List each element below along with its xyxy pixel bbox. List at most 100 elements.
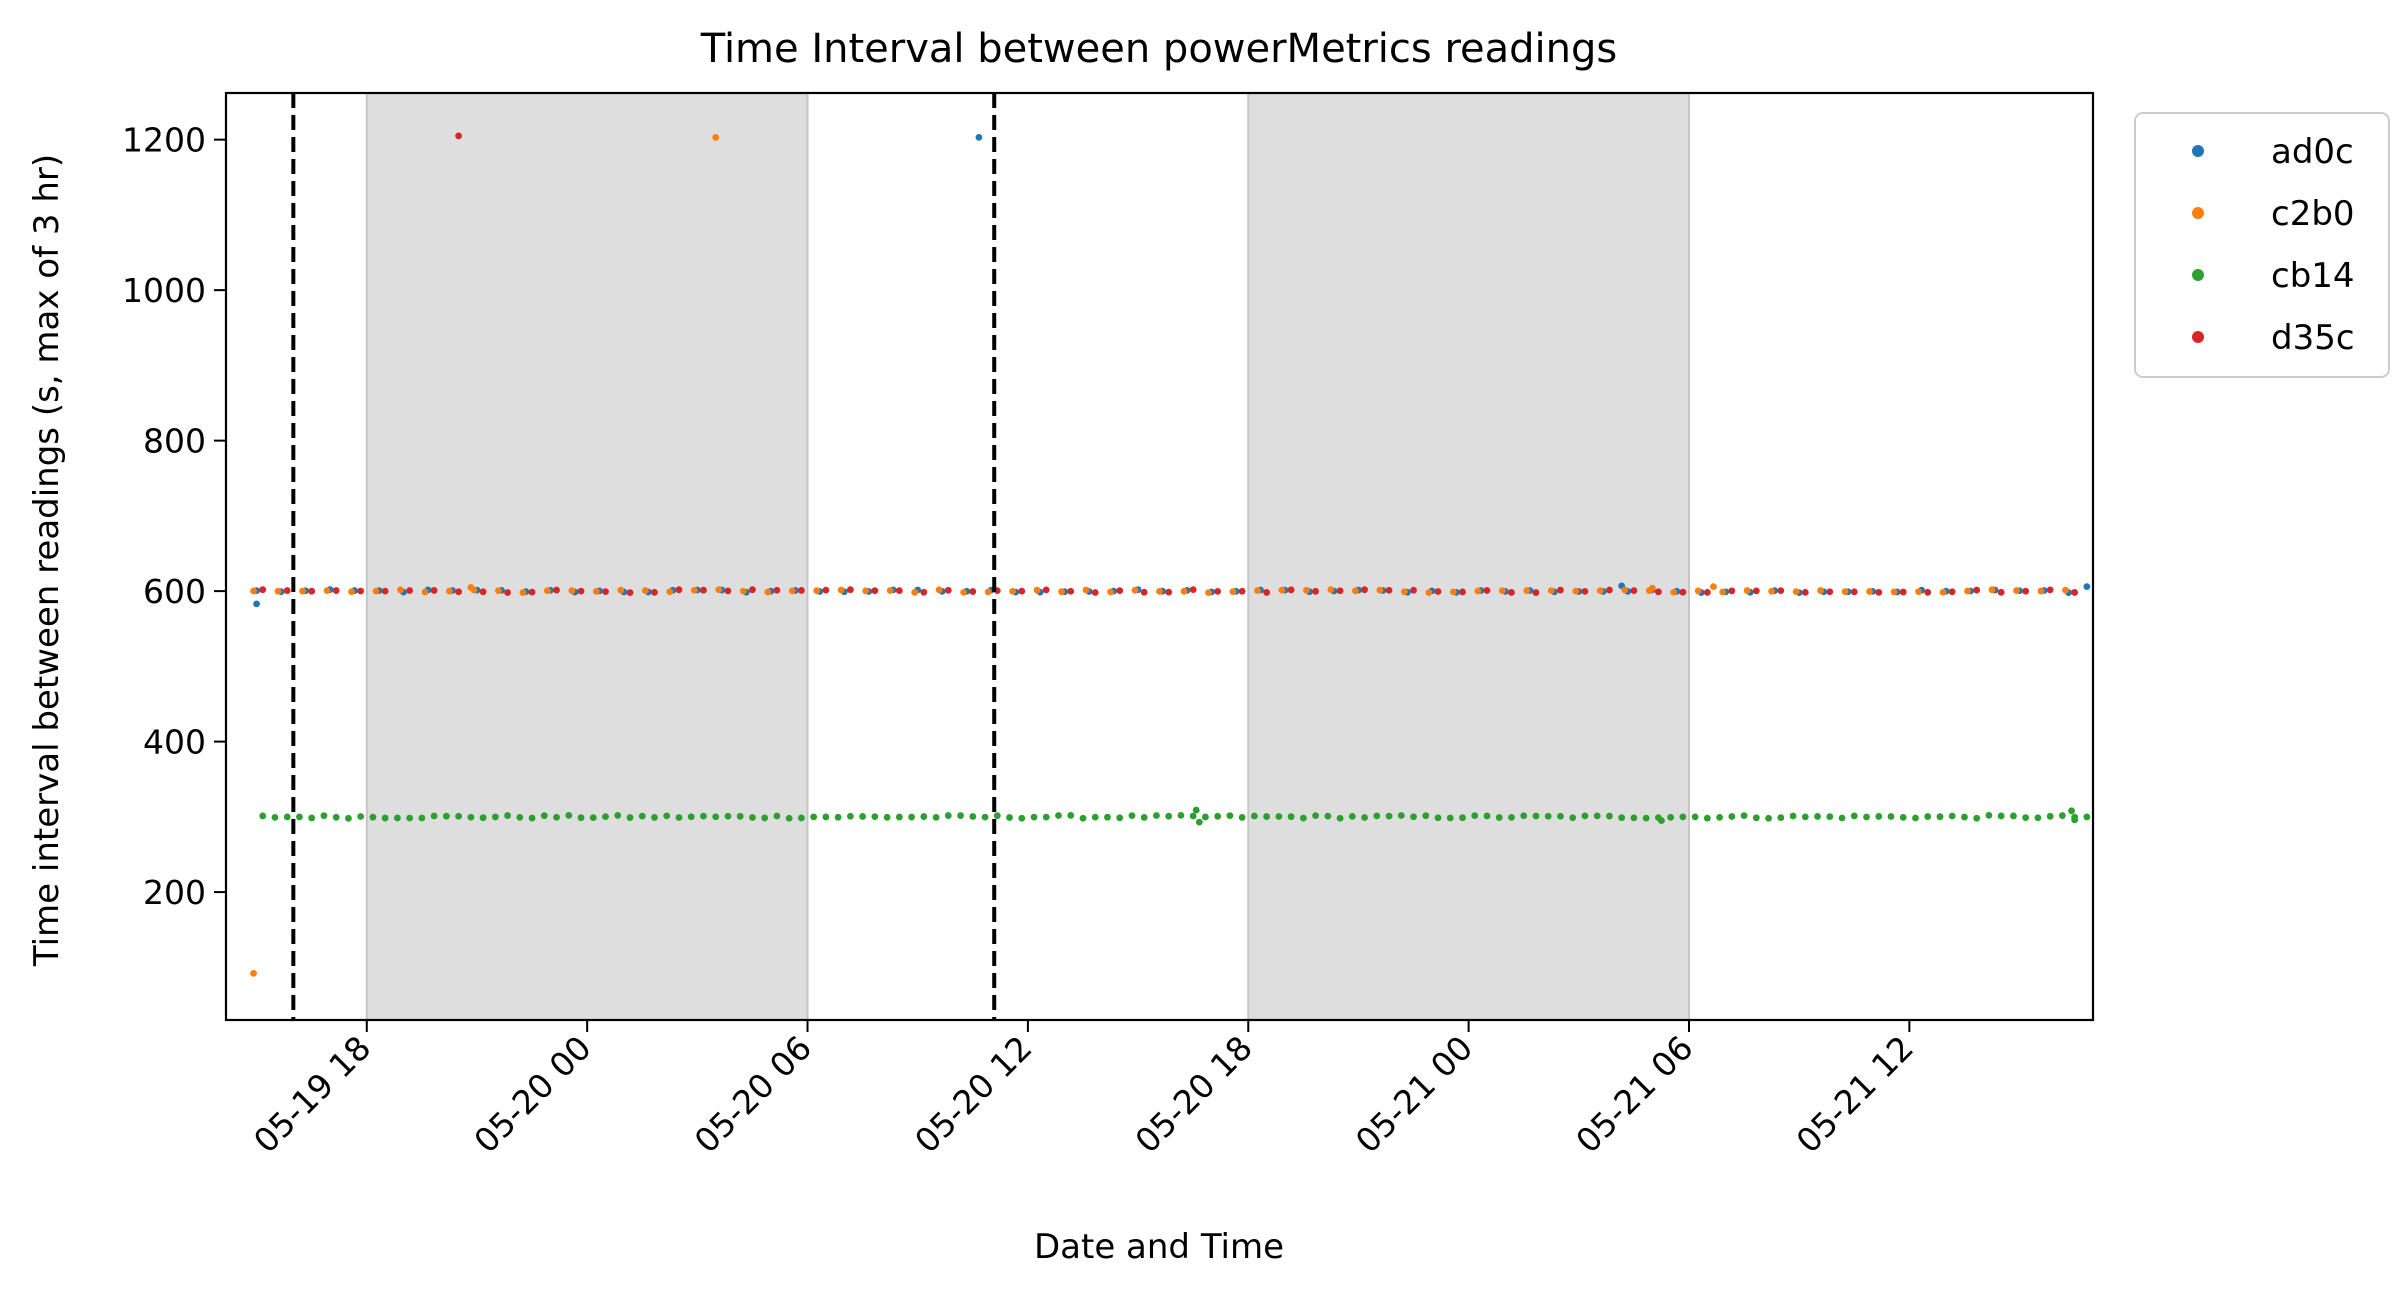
point-cb14 bbox=[2034, 814, 2042, 822]
point-cb14 bbox=[785, 814, 793, 822]
point-d35c bbox=[1238, 587, 1246, 595]
point-c2b0 bbox=[568, 587, 576, 595]
point-cb14 bbox=[638, 812, 646, 820]
point-cb14 bbox=[1042, 813, 1050, 821]
point-cb14 bbox=[418, 814, 426, 822]
point-c2b0 bbox=[813, 587, 821, 594]
x-axis-label: Date and Time bbox=[1034, 1227, 1284, 1267]
outlier-point-cb14 bbox=[1658, 817, 1665, 825]
outlier-point-cb14 bbox=[1192, 806, 1200, 814]
point-c2b0 bbox=[984, 588, 992, 596]
point-d35c bbox=[1777, 587, 1785, 595]
point-cb14 bbox=[895, 813, 903, 821]
point-d35c bbox=[2071, 589, 2079, 596]
point-c2b0 bbox=[250, 587, 257, 595]
point-d35c bbox=[357, 587, 365, 595]
point-d35c bbox=[504, 589, 511, 596]
point-c2b0 bbox=[519, 589, 527, 596]
shaded-region-1 bbox=[365, 92, 809, 1021]
point-d35c bbox=[381, 587, 389, 595]
point-c2b0 bbox=[1866, 588, 1873, 595]
point-d35c bbox=[920, 588, 928, 596]
point-c2b0 bbox=[911, 588, 919, 596]
y-tick-label: 600 bbox=[143, 572, 206, 611]
point-d35c bbox=[577, 587, 585, 595]
point-d35c bbox=[1410, 586, 1417, 594]
point-cb14 bbox=[920, 813, 928, 820]
point-c2b0 bbox=[2062, 586, 2069, 594]
point-c2b0 bbox=[1131, 586, 1139, 594]
point-cb14 bbox=[712, 813, 720, 821]
point-cb14 bbox=[883, 813, 891, 821]
point-d35c bbox=[1924, 588, 1932, 596]
point-d35c bbox=[1899, 588, 1907, 596]
point-cb14 bbox=[1471, 812, 1479, 820]
point-c2b0 bbox=[2013, 587, 2020, 594]
point-c2b0 bbox=[617, 586, 625, 594]
point-cb14 bbox=[1128, 812, 1136, 820]
point-cb14 bbox=[798, 814, 805, 822]
plot-area bbox=[250, 92, 2091, 1021]
point-cb14 bbox=[1728, 813, 1736, 820]
point-cb14 bbox=[1863, 813, 1870, 821]
point-cb14 bbox=[1887, 813, 1895, 820]
point-d35c bbox=[1532, 589, 1540, 596]
point-d35c bbox=[895, 587, 903, 595]
point-d35c bbox=[1997, 588, 2005, 596]
y-axis: 200 400 600 800 1000 1200 bbox=[122, 121, 226, 912]
point-cb14 bbox=[1116, 814, 1124, 822]
point-cb14 bbox=[1189, 812, 1197, 820]
point-d35c bbox=[700, 586, 707, 594]
point-c2b0 bbox=[862, 587, 870, 595]
point-cb14 bbox=[345, 814, 352, 822]
point-c2b0 bbox=[1964, 587, 1971, 595]
point-cb14 bbox=[1838, 814, 1846, 822]
point-cb14 bbox=[1312, 812, 1319, 820]
point-cb14 bbox=[516, 814, 524, 821]
point-d35c bbox=[1581, 587, 1589, 595]
point-c2b0 bbox=[1743, 587, 1751, 594]
outlier-point-ad0c bbox=[2083, 583, 2091, 590]
point-cb14 bbox=[1973, 814, 1981, 822]
axes-frame bbox=[224, 91, 2095, 1022]
point-cb14 bbox=[2083, 813, 2091, 821]
point-d35c bbox=[553, 586, 560, 594]
point-c2b0 bbox=[372, 587, 380, 595]
point-c2b0 bbox=[397, 586, 404, 594]
y-tick-label: 1000 bbox=[122, 271, 206, 310]
point-cb14 bbox=[504, 812, 511, 819]
point-cb14 bbox=[1826, 813, 1834, 821]
point-cb14 bbox=[369, 813, 377, 821]
point-d35c bbox=[1948, 588, 1956, 596]
point-c2b0 bbox=[1376, 586, 1384, 594]
point-cb14 bbox=[528, 814, 536, 822]
y-tick-label: 200 bbox=[143, 873, 206, 912]
point-d35c bbox=[1508, 589, 1515, 596]
point-d35c bbox=[1850, 588, 1858, 596]
point-c2b0 bbox=[1817, 587, 1825, 594]
point-c2b0 bbox=[1988, 586, 1996, 594]
point-d35c bbox=[1214, 588, 1222, 595]
point-cb14 bbox=[357, 813, 365, 820]
point-cb14 bbox=[957, 812, 964, 819]
outlier-point-c2b0 bbox=[1648, 584, 1656, 592]
point-d35c bbox=[259, 586, 267, 594]
point-cb14 bbox=[1250, 812, 1258, 820]
legend-marker-cb14 bbox=[2192, 269, 2204, 281]
point-cb14 bbox=[614, 812, 622, 819]
series-d35c bbox=[259, 132, 2079, 597]
point-cb14 bbox=[846, 812, 854, 820]
point-d35c bbox=[332, 587, 340, 594]
point-cb14 bbox=[981, 813, 989, 821]
point-d35c bbox=[1361, 586, 1368, 594]
point-cb14 bbox=[773, 812, 781, 820]
point-c2b0 bbox=[837, 586, 845, 594]
point-d35c bbox=[822, 586, 830, 594]
point-cb14 bbox=[565, 811, 573, 819]
point-cb14 bbox=[1018, 814, 1026, 822]
point-cb14 bbox=[1508, 813, 1515, 821]
point-cb14 bbox=[1557, 812, 1564, 820]
point-cb14 bbox=[1789, 812, 1797, 820]
point-c2b0 bbox=[1498, 587, 1506, 595]
point-cb14 bbox=[1079, 814, 1087, 822]
